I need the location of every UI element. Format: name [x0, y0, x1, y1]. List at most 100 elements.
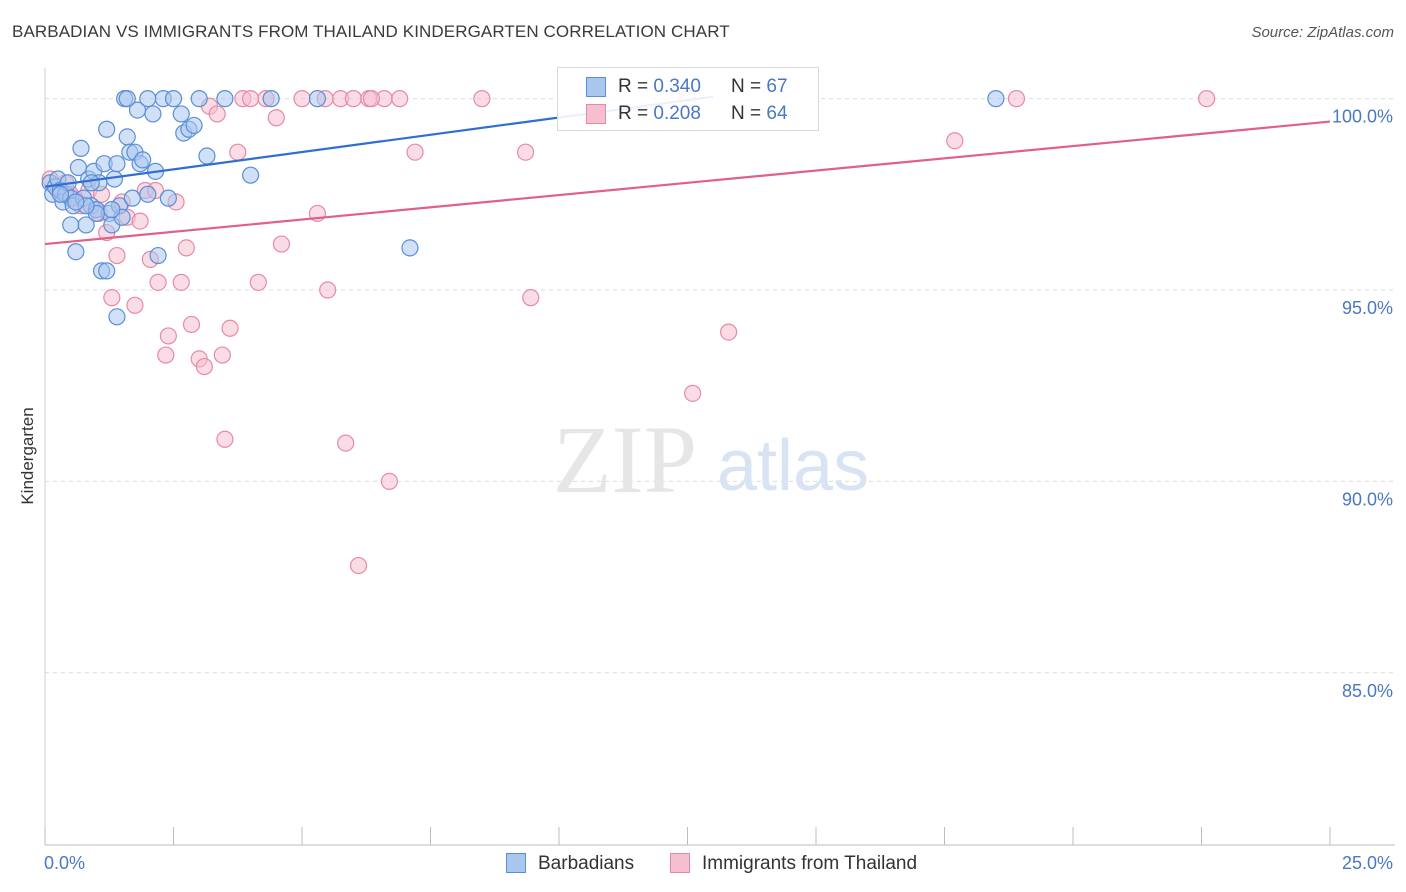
thailand-point [267, 109, 285, 127]
thailand-point [126, 296, 144, 314]
watermark-zip: ZIP [553, 406, 697, 513]
bottom-legend-swatch-pink [670, 853, 690, 873]
barbadians-point [172, 105, 190, 123]
series-barbadians-points [41, 90, 1005, 326]
barbadians-point [139, 185, 157, 203]
barbadians-point [103, 201, 121, 219]
thailand-point [272, 235, 291, 253]
thailand-point [684, 384, 702, 402]
thailand-point [242, 90, 260, 108]
legend-n-label: N = [731, 76, 767, 97]
barbadians-point [144, 105, 162, 123]
thailand-point [1198, 90, 1216, 108]
barbadians-point [118, 128, 136, 146]
y-axis-label: Kindergarten [18, 407, 37, 504]
thailand-point [380, 472, 398, 490]
thailand-point [157, 346, 175, 364]
barbadians-point [198, 147, 216, 165]
barbadians-point [123, 189, 141, 207]
tick-labels: 100.0% 95.0% 90.0% 85.0% 0.0% 25.0% [44, 107, 1393, 873]
thailand-point [720, 323, 738, 341]
watermark-atlas: atlas [717, 426, 869, 506]
barbadians-point [108, 308, 126, 326]
legend-r-label: R = [618, 103, 654, 124]
barbadians-point [159, 189, 177, 207]
thailand-point [159, 327, 177, 345]
thailand-point [946, 132, 964, 150]
thailand-point [108, 246, 126, 265]
thailand-point [319, 281, 337, 299]
x-tick-label: 0.0% [44, 853, 85, 873]
barbadians-point [164, 90, 183, 108]
watermark: ZIP atlas [553, 406, 869, 513]
barbadians-point [242, 166, 260, 184]
thailand-point [229, 143, 247, 161]
thailand-point [516, 143, 535, 161]
barbadians-point [401, 239, 419, 257]
legend-n-value: 64 [766, 103, 788, 124]
barbadians-point [987, 90, 1005, 108]
thailand-point [195, 357, 213, 376]
thailand-point [221, 319, 239, 337]
barbadians-point [118, 90, 136, 108]
thailand-point [172, 273, 190, 291]
y-tick-label: 85.0% [1342, 681, 1393, 701]
thailand-point [293, 90, 311, 108]
source-label: Source: ZipAtlas.com [1251, 24, 1394, 41]
thailand-point [213, 346, 231, 364]
y-tick-label: 90.0% [1342, 489, 1393, 509]
barbadians-point [149, 246, 167, 265]
thailand-point [1007, 90, 1026, 108]
barbadians-point [67, 193, 85, 211]
thailand-point [216, 430, 234, 448]
thailand-point [349, 556, 368, 575]
barbadians-point [308, 90, 327, 108]
legend-r-label: R = [618, 76, 654, 97]
thailand-point [406, 143, 424, 161]
chart-title: BARBADIAN VS IMMIGRANTS FROM THAILAND KI… [12, 22, 730, 41]
grid-lines [45, 98, 1395, 674]
thailand-point [522, 289, 540, 307]
thailand-point [473, 90, 491, 108]
barbadians-point [98, 120, 116, 138]
legend-r-value: 0.340 [653, 76, 701, 97]
barbadians-point [262, 90, 280, 108]
thailand-point [149, 273, 167, 291]
y-tick-label: 95.0% [1342, 298, 1393, 318]
barbadians-point [67, 243, 85, 261]
barbadians-point [134, 151, 152, 169]
legend-swatch-pink [586, 104, 606, 124]
barbadians-point [62, 216, 80, 234]
bottom-legend-swatch-blue [506, 853, 526, 873]
thailand-point [182, 315, 201, 334]
barbadians-point [190, 90, 208, 108]
thailand-point [131, 212, 149, 230]
bottom-legend-label: Immigrants from Thailand [702, 853, 918, 874]
barbadians-point [82, 174, 100, 192]
bottom-legend-label: Barbadians [538, 853, 635, 874]
thailand-point [337, 434, 355, 452]
thailand-point [344, 90, 362, 108]
barbadians-point [108, 155, 126, 173]
thailand-point [391, 90, 409, 108]
x-tick-label: 25.0% [1342, 853, 1393, 873]
barbadians-point [185, 116, 203, 135]
barbadians-point [216, 90, 234, 108]
barbadians-point [51, 185, 70, 203]
legend-n-label: N = [731, 103, 767, 124]
legend-r-value: 0.208 [653, 103, 701, 124]
stats-legend: R = 0.340 N = 67 R = 0.208 N = 64 [557, 67, 819, 131]
barbadians-point [98, 262, 116, 280]
legend-swatch-blue [586, 77, 606, 97]
legend-n-value: 67 [766, 76, 788, 97]
thailand-trend-line [44, 120, 1331, 246]
barbadians-point [139, 90, 157, 108]
y-tick-label: 100.0% [1332, 107, 1393, 127]
thailand-point [249, 273, 267, 291]
barbadians-point [72, 139, 90, 157]
thailand-point [208, 105, 226, 123]
thailand-point [103, 289, 121, 307]
thailand-point [362, 90, 380, 108]
thailand-point [177, 239, 195, 257]
